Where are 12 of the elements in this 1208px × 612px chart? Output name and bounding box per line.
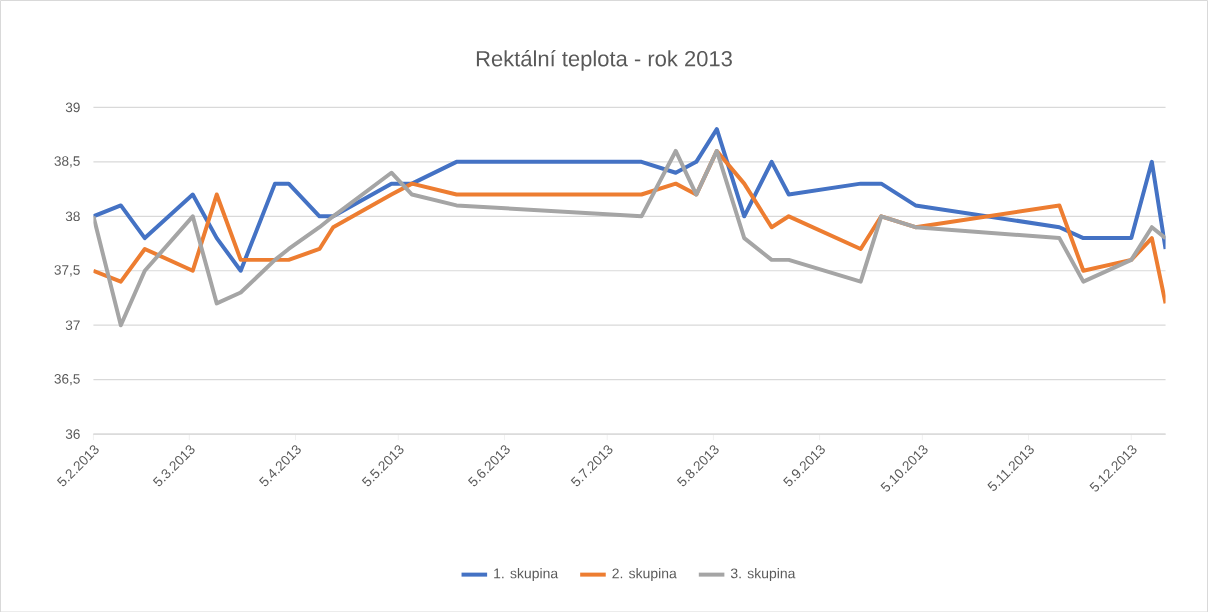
y-tick-label: 36,5: [54, 373, 80, 386]
y-tick-label: 38,5: [54, 156, 80, 168]
y-tick-label: 37,5: [54, 264, 80, 277]
legend-label: 1. skupina: [494, 567, 559, 581]
y-tick-label: 38: [65, 211, 80, 221]
line-series: [93, 126, 1166, 273]
y-tick-label: 39: [65, 102, 80, 112]
y-tick-label: 37: [65, 320, 80, 330]
legend-label: 3. skupina: [730, 567, 796, 581]
chart-title: Rektální teplota - rok 2013: [476, 49, 732, 71]
y-tick-label: 36: [65, 429, 80, 439]
legend-label: 2. skupina: [612, 567, 677, 581]
